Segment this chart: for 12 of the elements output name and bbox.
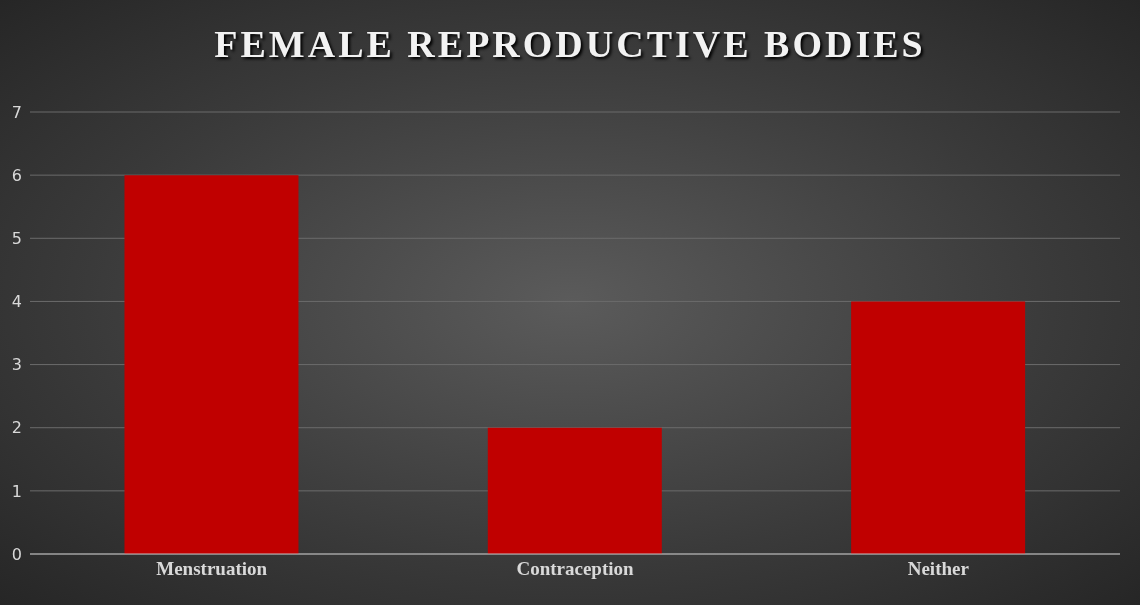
y-tick-label: 0 (11, 544, 22, 564)
y-tick-label: 2 (11, 418, 22, 438)
y-tick-label: 5 (11, 228, 22, 248)
x-tick-label: Neither (907, 558, 970, 580)
chart-title: FEMALE REPRODUCTIVE BODIES (213, 22, 927, 66)
x-tick-label: Contraception (516, 558, 635, 580)
x-tick-label: Menstruation (156, 558, 268, 580)
y-tick-label: 6 (11, 165, 22, 185)
y-tick-label: 7 (11, 102, 22, 122)
y-tick-label: 1 (11, 481, 22, 501)
y-tick-label: 4 (11, 292, 22, 312)
y-tick-label: 3 (11, 355, 22, 375)
